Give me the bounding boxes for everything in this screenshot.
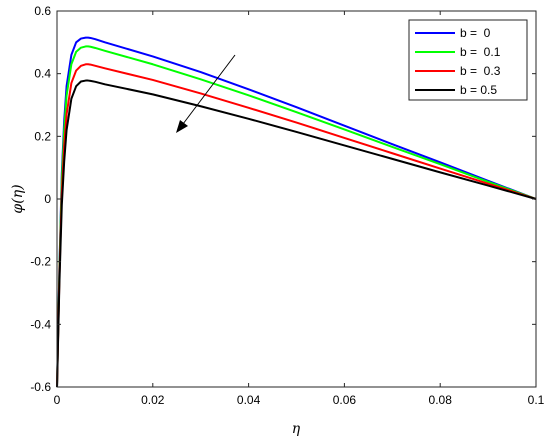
y-tick-label: -0.2 <box>30 255 51 269</box>
x-tick-label: 0.02 <box>141 393 165 407</box>
series-lines <box>56 36 537 388</box>
x-tick-label: 0.1 <box>528 393 545 407</box>
series-line-1 <box>56 45 537 388</box>
trend-arrow <box>176 54 236 133</box>
trend-arrow-head-icon <box>176 120 188 133</box>
legend-label-0: b = 0 <box>460 26 491 40</box>
x-tick-label: 0.08 <box>429 393 453 407</box>
x-tick-label: 0 <box>54 393 61 407</box>
series-line-3 <box>56 79 537 388</box>
x-tick-label: 0.06 <box>333 393 357 407</box>
legend-label-3: b = 0.5 <box>460 83 497 97</box>
y-tick-label: 0.6 <box>34 4 51 18</box>
y-tick-label: -0.6 <box>30 380 51 394</box>
y-axis-label: φ(η) <box>10 184 26 213</box>
legend-label-2: b = 0.3 <box>460 64 501 78</box>
y-tick-label: -0.4 <box>30 317 51 331</box>
y-axis-ticks: -0.6 -0.4 -0.2 0 0.2 0.4 0.6 <box>30 4 536 394</box>
y-tick-label: 0.2 <box>34 129 51 143</box>
legend: b = 0 b = 0.1 b = 0.3 b = 0.5 <box>408 19 528 101</box>
trend-arrow-shaft <box>182 54 236 125</box>
y-tick-label: 0 <box>44 192 51 206</box>
y-tick-label: 0.4 <box>34 67 51 81</box>
series-line-2 <box>56 63 537 388</box>
legend-label-1: b = 0.1 <box>460 45 501 59</box>
x-axis-label: η <box>292 421 301 437</box>
x-tick-label: 0.04 <box>237 393 261 407</box>
x-axis-ticks: 0 0.02 0.04 0.06 0.08 0.1 <box>54 11 545 407</box>
